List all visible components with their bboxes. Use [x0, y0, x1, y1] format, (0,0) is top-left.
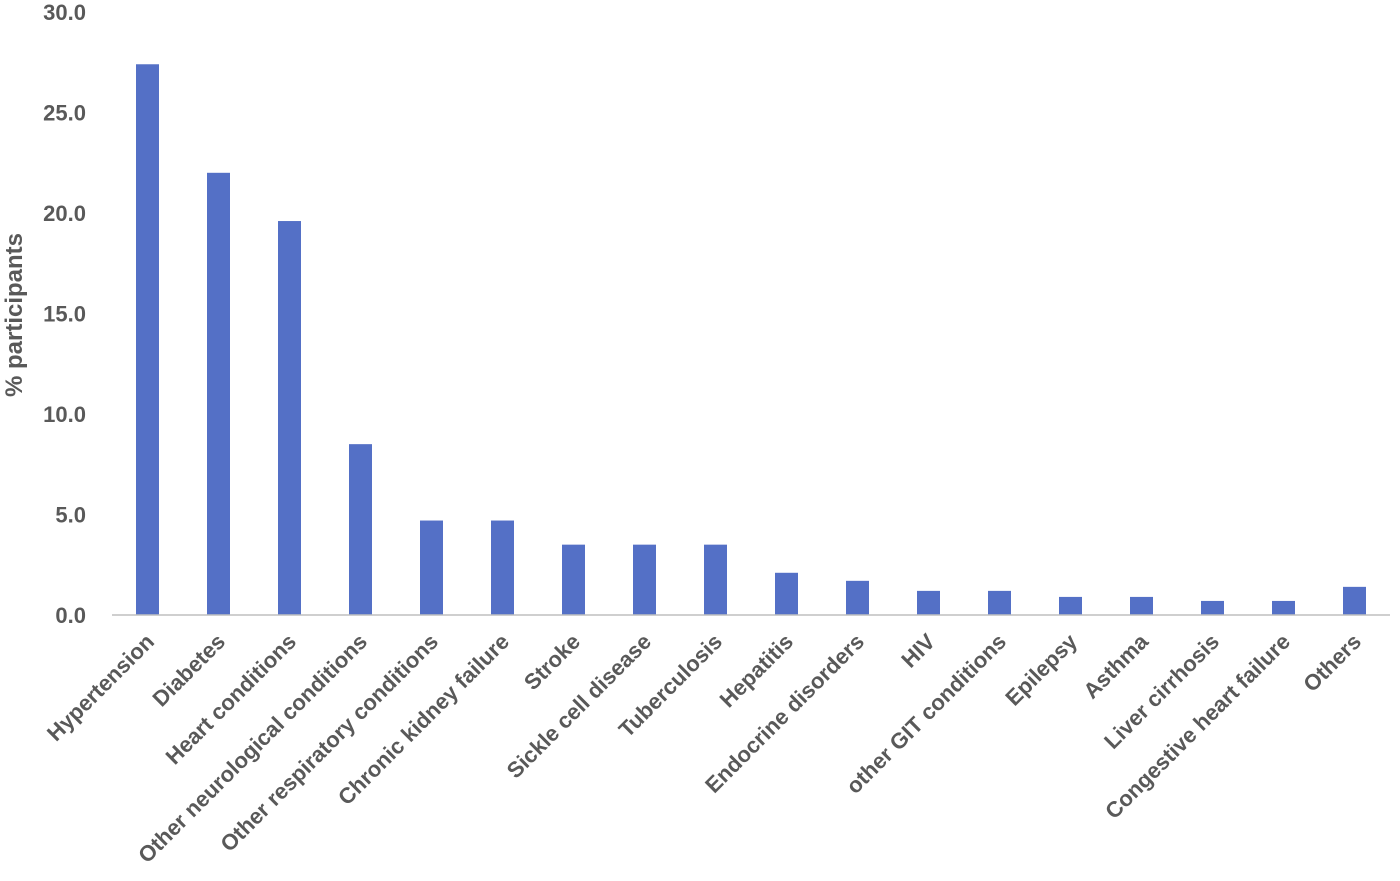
y-axis-ticks: 0.0 5.0 10.0 15.0 20.0 25.0 30.0	[43, 0, 86, 628]
y-tick-label: 15.0	[43, 302, 86, 327]
y-axis-title: % participants	[1, 233, 28, 397]
bar-others	[1343, 586, 1366, 615]
bar-chronic-kidney-failure	[491, 520, 514, 615]
bar-other-neurological-conditions	[349, 444, 372, 615]
bar-hiv	[917, 590, 940, 615]
bar-asthma	[1130, 596, 1153, 615]
x-tick-label-epilepsy: Epilepsy	[1000, 628, 1082, 710]
bar-stroke	[562, 544, 585, 615]
y-tick-label: 30.0	[43, 0, 86, 25]
bar-hypertension	[136, 64, 159, 615]
bars	[136, 64, 1366, 616]
x-tick-label-stroke: Stroke	[519, 629, 585, 695]
x-tick-label-hypertension: Hypertension	[42, 629, 159, 746]
y-tick-label: 25.0	[43, 101, 86, 126]
y-tick-label: 0.0	[55, 603, 86, 628]
bar-congestive-heart-failure	[1272, 600, 1295, 615]
bar-diabetes	[207, 172, 230, 616]
x-tick-label-others: Others	[1298, 629, 1366, 697]
bar-other-respiratory-conditions	[420, 520, 443, 615]
bar-liver-cirrhosis	[1201, 600, 1224, 615]
bar-tuberculosis	[704, 544, 727, 615]
bar-endocrine-disorders	[846, 580, 869, 615]
y-tick-label: 10.0	[43, 402, 86, 427]
x-tick-label-hiv: HIV	[896, 629, 940, 673]
y-tick-label: 5.0	[55, 503, 86, 528]
bar-heart-conditions	[278, 221, 301, 616]
x-tick-label-heart-conditions: Heart conditions	[161, 629, 301, 769]
y-tick-label: 20.0	[43, 201, 86, 226]
bar-other-git-conditions	[988, 590, 1011, 615]
bar-epilepsy	[1059, 596, 1082, 615]
bar-hepatitis	[775, 572, 798, 615]
bar-sickle-cell-disease	[633, 544, 656, 615]
